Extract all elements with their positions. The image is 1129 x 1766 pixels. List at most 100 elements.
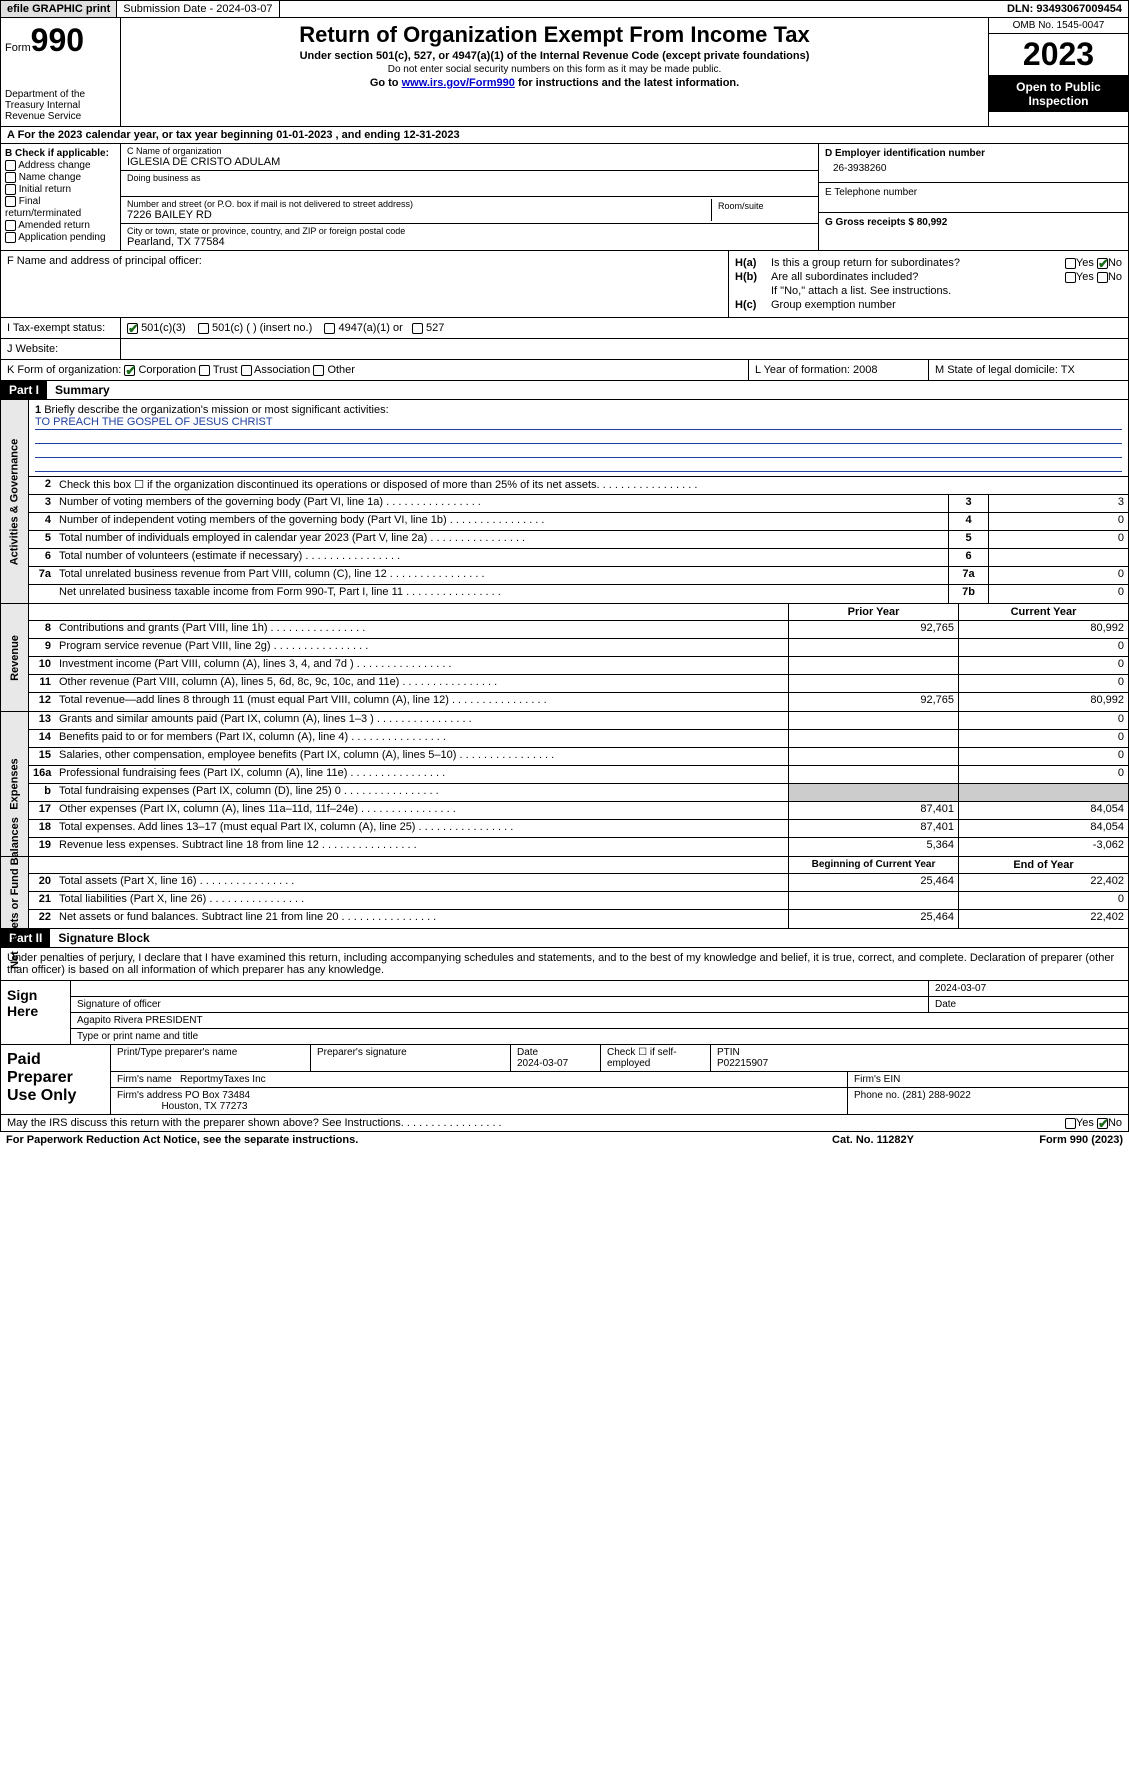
room-label: Room/suite [718, 201, 806, 211]
chk-name-change[interactable] [5, 172, 16, 183]
rev-lines-10: 10Investment income (Part VIII, column (… [29, 657, 1128, 675]
exp-lines-16a: 16aProfessional fundraising fees (Part I… [29, 766, 1128, 784]
expenses-section: Expenses 13Grants and similar amounts pa… [0, 712, 1129, 857]
section-fgh: F Name and address of principal officer:… [0, 251, 1129, 318]
gov-line-4: 4Number of independent voting members of… [29, 513, 1128, 531]
chk-discuss-no[interactable] [1097, 1118, 1108, 1129]
firm-phone: (281) 288-9022 [902, 1090, 970, 1101]
rev-lines-9: 9Program service revenue (Part VIII, lin… [29, 639, 1128, 657]
officer-name: Agapito Rivera PRESIDENT [71, 1013, 1128, 1028]
na-lines-22: 22Net assets or fund balances. Subtract … [29, 910, 1128, 928]
form-header: Form990 Department of the Treasury Inter… [0, 18, 1129, 127]
chk-4947[interactable] [324, 323, 335, 334]
chk-amended-return[interactable] [5, 220, 16, 231]
footer: For Paperwork Reduction Act Notice, see … [0, 1132, 1129, 1148]
chk-ha-yes[interactable] [1065, 258, 1076, 269]
addr-label: Number and street (or P.O. box if mail i… [127, 199, 711, 209]
rev-lines-12: 12Total revenue—add lines 8 through 11 (… [29, 693, 1128, 711]
org-name: IGLESIA DE CRISTO ADULAM [127, 156, 812, 168]
gov-line-: Net unrelated business taxable income fr… [29, 585, 1128, 603]
date-label: Date [928, 997, 1128, 1012]
tax-year: 2023 [989, 34, 1128, 76]
year-formation: L Year of formation: 2008 [748, 360, 928, 380]
cat-no: Cat. No. 11282Y [773, 1134, 973, 1146]
form-subtitle: Under section 501(c), 527, or 4947(a)(1)… [131, 50, 978, 62]
prep-sig-label: Preparer's signature [311, 1045, 511, 1071]
vtab-governance: Activities & Governance [9, 438, 21, 565]
chk-ha-no[interactable] [1097, 258, 1108, 269]
type-name-label: Type or print name and title [71, 1029, 204, 1044]
vtab-revenue: Revenue [9, 635, 21, 681]
chk-hb-no[interactable] [1097, 272, 1108, 283]
current-year-head: Current Year [958, 604, 1128, 620]
form-title: Return of Organization Exempt From Incom… [131, 22, 978, 48]
firm-ein-label: Firm's EIN [848, 1072, 1128, 1087]
rev-lines-11: 11Other revenue (Part VIII, column (A), … [29, 675, 1128, 693]
state-domicile: M State of legal domicile: TX [928, 360, 1128, 380]
chk-address-change[interactable] [5, 160, 16, 171]
org-name-label: C Name of organization [127, 146, 812, 156]
phone-label: E Telephone number [825, 187, 1122, 198]
principal-officer: F Name and address of principal officer: [1, 251, 728, 317]
net-assets-section: Net Assets or Fund Balances Beginning of… [0, 857, 1129, 929]
form-label: Form [5, 42, 31, 54]
top-bar: efile GRAPHIC print Submission Date - 20… [0, 0, 1129, 18]
mission-text: TO PREACH THE GOSPEL OF JESUS CHRIST [35, 416, 1122, 430]
gov-line-2: 2Check this box ☐ if the organization di… [29, 477, 1128, 495]
sig-officer-label: Signature of officer [71, 997, 928, 1012]
paid-preparer-block: Paid Preparer Use Only Print/Type prepar… [0, 1045, 1129, 1115]
chk-501c3[interactable] [127, 323, 138, 334]
gov-line-5: 5Total number of individuals employed in… [29, 531, 1128, 549]
part2-header: Part IISignature Block [0, 929, 1129, 948]
paid-preparer-label: Paid Preparer Use Only [1, 1045, 111, 1114]
paperwork-notice: For Paperwork Reduction Act Notice, see … [6, 1134, 773, 1146]
firm-name: ReportmyTaxes Inc [180, 1074, 266, 1085]
gross-receipts: G Gross receipts $ 80,992 [825, 217, 1122, 228]
gov-line-3: 3Number of voting members of the governi… [29, 495, 1128, 513]
part1-header: Part ISummary [0, 381, 1129, 400]
chk-527[interactable] [412, 323, 423, 334]
city-label: City or town, state or province, country… [127, 226, 812, 236]
governance-section: Activities & Governance 1 Briefly descri… [0, 400, 1129, 604]
exp-lines-13: 13Grants and similar amounts paid (Part … [29, 712, 1128, 730]
exp-lines-14: 14Benefits paid to or for members (Part … [29, 730, 1128, 748]
dba-label: Doing business as [127, 173, 812, 183]
irs-link[interactable]: www.irs.gov/Form990 [402, 77, 515, 89]
self-employed: Check ☐ if self-employed [601, 1045, 711, 1071]
col-de: D Employer identification number26-39382… [818, 144, 1128, 250]
ssn-note: Do not enter social security numbers on … [131, 64, 978, 75]
chk-discuss-yes[interactable] [1065, 1118, 1076, 1129]
ein-label: D Employer identification number [825, 148, 1122, 159]
chk-hb-yes[interactable] [1065, 272, 1076, 283]
form-number: 990 [31, 22, 84, 58]
ein: 26-3938260 [825, 159, 1122, 178]
efile-button[interactable]: efile GRAPHIC print [1, 1, 117, 17]
chk-final-return[interactable] [5, 196, 16, 207]
exp-lines-15: 15Salaries, other compensation, employee… [29, 748, 1128, 766]
department: Department of the Treasury Internal Reve… [5, 89, 116, 122]
chk-other[interactable] [313, 365, 324, 376]
vtab-net-assets: Net Assets or Fund Balances [9, 817, 21, 969]
end-year-head: End of Year [958, 857, 1128, 873]
chk-app-pending[interactable] [5, 232, 16, 243]
chk-trust[interactable] [199, 365, 210, 376]
section-bcde: B Check if applicable: Address change Na… [0, 144, 1129, 251]
exp-lines-b: bTotal fundraising expenses (Part IX, co… [29, 784, 1128, 802]
vtab-expenses: Expenses [9, 758, 21, 809]
chk-initial-return[interactable] [5, 184, 16, 195]
exp-lines-18: 18Total expenses. Add lines 13–17 (must … [29, 820, 1128, 838]
firm-addr2: Houston, TX 77273 [161, 1101, 247, 1112]
dln: DLN: 93493067009454 [1001, 1, 1128, 17]
firm-addr1: PO Box 73484 [185, 1090, 250, 1101]
gov-line-7a: 7aTotal unrelated business revenue from … [29, 567, 1128, 585]
chk-assoc[interactable] [241, 365, 252, 376]
prior-year-head: Prior Year [788, 604, 958, 620]
chk-501c[interactable] [198, 323, 209, 334]
rev-lines-8: 8Contributions and grants (Part VIII, li… [29, 621, 1128, 639]
chk-corp[interactable] [124, 365, 135, 376]
city-state-zip: Pearland, TX 77584 [127, 236, 812, 248]
sign-here-block: Sign Here 2024-03-07 Signature of office… [0, 981, 1129, 1045]
begin-year-head: Beginning of Current Year [788, 857, 958, 873]
row-klm: K Form of organization: Corporation Trus… [0, 360, 1129, 381]
exp-lines-17: 17Other expenses (Part IX, column (A), l… [29, 802, 1128, 820]
